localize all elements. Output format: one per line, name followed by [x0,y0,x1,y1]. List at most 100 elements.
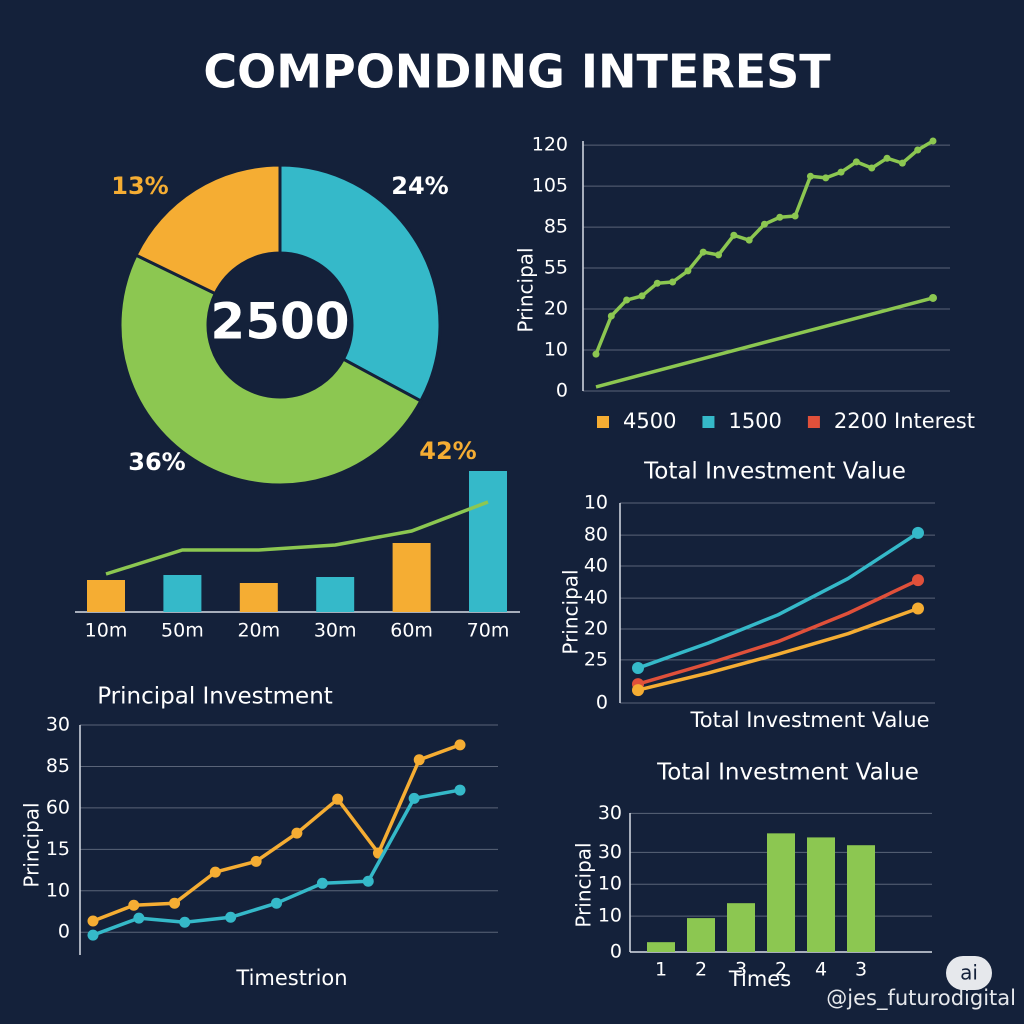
series-marker [653,279,661,287]
y-tick-label: 40 [584,554,608,576]
series-marker [179,916,191,928]
y-tick-label: 30 [598,841,622,863]
x-tick-label: 20m [237,620,280,642]
series-marker [898,159,906,167]
bar [767,833,795,952]
series-marker [669,278,677,286]
series-marker [837,168,845,176]
series-marker [607,312,615,320]
y-tick-label: 10 [598,873,622,895]
bar [239,583,278,612]
trend-line [105,500,489,576]
y-tick-label: 0 [610,941,622,963]
series-marker [684,267,692,275]
series-marker [638,292,646,300]
series-marker [128,899,140,911]
donut-hole [208,253,352,397]
series-marker [87,915,99,927]
series-marker [291,827,303,839]
x-tick-label: 3 [735,959,747,981]
bar [807,837,835,952]
x-tick-label: 1 [655,959,667,981]
badge-bg [946,956,992,990]
y-tick-label: 20 [584,617,608,639]
series-marker [761,220,768,228]
series-marker [912,574,924,587]
y-axis-label: Principal [559,569,583,654]
bar [727,903,755,952]
series-marker [225,911,237,923]
y-axis-label: Principal [514,247,538,332]
x-tick-label: 70m [467,620,510,642]
series-marker [454,739,466,751]
x-tick-label: 30m [314,620,357,642]
x-tick-label: 50m [161,620,204,642]
legend-swatch [807,416,820,428]
series-marker [730,231,738,239]
legend-label: 4500 [623,409,676,433]
y-tick-label: 10 [46,879,70,901]
x-tick-label: 60m [390,620,433,642]
y-tick-label: 20 [544,298,568,320]
series-marker [413,754,425,766]
series-line [637,578,919,686]
series-marker [868,164,876,172]
annotation: 42% [419,437,476,465]
chart-title: Principal Investment [97,684,333,710]
chart-title: Total Investment Value [643,459,906,485]
bar [469,471,507,612]
series-marker [632,662,644,675]
slice-label: 13% [111,172,168,200]
series-line [92,743,461,923]
slice-label: 36% [128,448,185,476]
y-tick-label: 0 [596,692,608,714]
x-axis-label: Total Investment Value [689,708,929,732]
bar [847,845,875,952]
series-marker [852,158,860,166]
series-marker [883,154,891,162]
series-marker [250,855,262,867]
y-tick-label: 30 [598,802,622,824]
series-marker [632,684,644,697]
series-marker [408,792,420,804]
series-marker [169,897,181,909]
series-marker [592,350,600,358]
x-tick-label: 4 [815,959,827,981]
y-tick-label: 60 [46,796,70,818]
bar [647,942,675,952]
badge: ai [960,961,978,985]
series-marker [929,137,937,145]
series-marker [745,236,753,244]
x-axis-label: Times [728,967,791,991]
series-marker [822,174,830,182]
y-tick-label: 105 [532,175,568,197]
legend-swatch [702,416,715,428]
bar [316,577,355,612]
x-axis-label: Timestrion [235,966,347,990]
y-tick-label: 10 [584,492,608,514]
x-tick-label: 2 [775,959,787,981]
y-tick-label: 10 [544,339,568,361]
main-title: COMPONDING INTEREST [203,45,831,99]
bar [687,918,715,952]
y-tick-label: 25 [584,648,608,670]
legend-label: 2200 Interest [834,409,975,433]
y-tick-label: 85 [544,216,568,238]
y-axis-label: Principal [20,802,44,887]
y-tick-label: 30 [46,714,70,736]
series-marker [209,866,221,878]
bar [163,575,202,612]
series-marker [271,897,282,909]
y-tick-label: 120 [532,134,568,156]
series-marker [791,212,799,220]
center-label: 2500 [210,293,349,351]
series-marker [87,929,99,941]
legend-label: 1500 [728,409,781,433]
series-marker [806,172,814,180]
legend-swatch [597,416,609,428]
y-tick-label: 80 [584,524,608,546]
y-tick-label: 10 [598,905,622,927]
series-marker [914,146,922,154]
series-marker [454,784,466,796]
